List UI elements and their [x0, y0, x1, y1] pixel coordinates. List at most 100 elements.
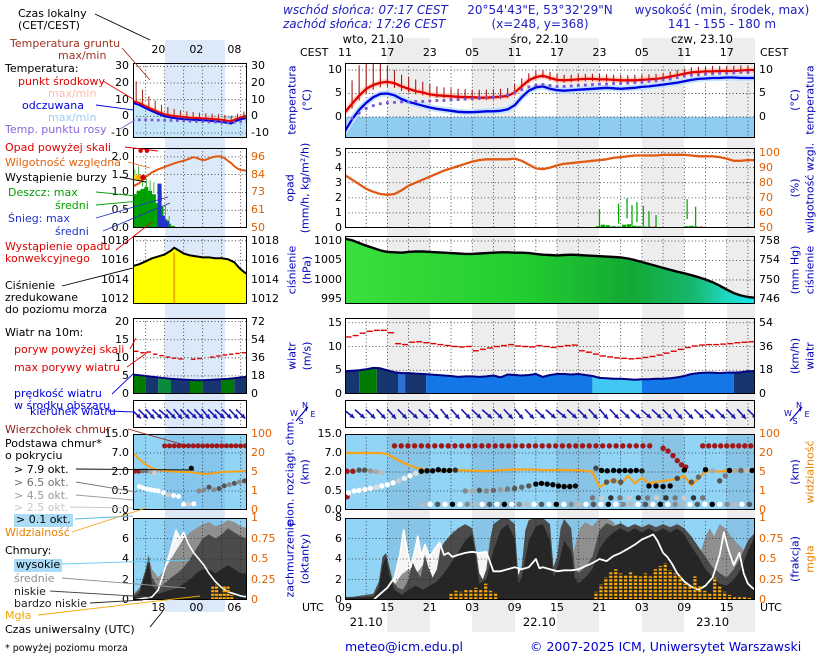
axis-tick-label: 10 [251, 92, 265, 106]
date-label: 22.10 [522, 615, 556, 629]
axis-title: wiatr [803, 342, 817, 370]
day-label: wto, 21.10 [342, 32, 404, 46]
legend-burza: Wystąpienie burzy [5, 171, 107, 184]
svg-text:W: W [784, 409, 792, 418]
axis-tick-label: 1012 [251, 292, 279, 306]
legend-cisnienie2: zredukowane [5, 291, 78, 304]
legend-cisnienie3: do poziomu morza [5, 303, 108, 316]
axis-tick-label: 8 [335, 511, 342, 524]
axis-tick-label: 2.0 [111, 149, 130, 163]
axis-tick-label: 20 [251, 446, 265, 459]
utc-mini-hour-tick: 06 [227, 601, 242, 614]
legend-wilgotnosc: Wilgotność względna [5, 156, 122, 169]
legend-maxmin-lblue: max/min [48, 111, 97, 124]
legend-snieg-sredni: średni [55, 225, 89, 238]
axis-title: (mm/h, kg/m²/h) [298, 142, 312, 234]
axis-tick-label: 0.75 [759, 531, 784, 545]
legend-wysokie: wysokie [14, 558, 63, 572]
axis-title: (m/s) [300, 341, 314, 371]
axis-tick-label: 1 [759, 511, 766, 524]
axis-tick-label: 0.0 [324, 503, 343, 516]
axis-tick-label: 1014 [101, 272, 129, 286]
legend-niskie: niskie [14, 585, 46, 598]
axis-title: (%) [788, 178, 802, 198]
axis-title: ciśnienie [285, 245, 299, 295]
axis-title: pion. rozciągł. chm. [283, 418, 297, 526]
axis-tick-label: 10 [759, 63, 773, 77]
axis-title: (°C) [300, 89, 314, 111]
axis-tick-label: 50 [251, 221, 265, 234]
axis-tick-label: 80 [759, 175, 773, 189]
utc-label-right: UTC [760, 601, 782, 614]
legend-czas-lokalny2: (CET/CEST) [18, 19, 80, 32]
axis-tick-label: 20 [759, 446, 773, 459]
legend-srednie: średnie [14, 572, 55, 585]
axis-tick-label: 1016 [101, 253, 129, 267]
cest-hour-tick: 17 [380, 46, 395, 59]
axis-tick-label: 0 [335, 593, 342, 606]
axis-tick-label: 0 [335, 387, 342, 400]
legend-czas-utc: Czas uniwersalny (UTC) [5, 623, 135, 636]
legend-wiatr10: Wiatr na 10m: [5, 326, 84, 339]
axis-tick-label: 70 [759, 190, 773, 204]
axis-tick-label: 2.0 [111, 465, 130, 478]
axis-title: (hPa) [300, 255, 314, 285]
axis-tick-label: 5 [335, 86, 342, 100]
axis-tick-label: 73 [251, 185, 265, 199]
legend-opad-powyzej: Opad powyżej skali [5, 141, 111, 154]
axis-tick-label: 758 [759, 234, 780, 248]
axis-tick-label: 1018 [251, 233, 279, 247]
axis-tick-label: 96 [251, 149, 265, 163]
utc-hour-tick: 03 [465, 601, 480, 614]
legend-temp-gruntu2: max/min [58, 49, 107, 62]
legend-maxmin-pink: max/min [48, 87, 97, 100]
axis-tick-label: 4 [335, 160, 342, 174]
legend-chmury: Chmury: [5, 544, 52, 557]
axis-tick-label: 0.5 [111, 203, 130, 217]
main-cloud-layers-chart [345, 434, 755, 510]
utc-hour-tick: 15 [719, 601, 734, 614]
axis-tick-label: 6 [335, 531, 342, 545]
svg-text:E: E [310, 410, 315, 419]
axis-tick-label: 36 [251, 350, 265, 364]
axis-title: mgła [803, 545, 817, 573]
utc-hour-tick: 15 [380, 601, 395, 614]
cest-hour-tick: 11 [338, 46, 352, 59]
main-precipitation-humidity-chart [345, 148, 755, 228]
axis-tick-label: 100 [251, 427, 272, 440]
axis-tick-label: 995 [321, 292, 342, 306]
axis-title: temperatura [803, 65, 817, 135]
axis-title: wilgotność wzgl. [803, 142, 817, 234]
mini-cloud-layers-chart [133, 434, 247, 510]
axis-tick-label: 5 [759, 86, 766, 100]
axis-tick-label: 1 [251, 511, 258, 524]
contact-email-link[interactable]: meteo@icm.edu.pl [345, 639, 464, 654]
utc-hour-tick: 21 [422, 601, 437, 614]
axis-tick-label: 0 [335, 109, 342, 123]
axis-tick-label: 20 [115, 314, 129, 328]
utc-mini-hour-tick: 18 [151, 601, 166, 614]
axis-title: wiatr [285, 342, 299, 370]
axis-tick-label: 0.75 [251, 531, 276, 545]
legend-okt25: > 2.5 okt. [14, 501, 69, 514]
axis-tick-label: 1014 [251, 272, 279, 286]
cest-hour-tick: 17 [719, 46, 734, 59]
axis-tick-label: 1016 [251, 253, 279, 267]
axis-tick-label: 10 [328, 339, 342, 353]
cest-label-right: CEST [760, 46, 789, 59]
svg-text:S: S [792, 417, 797, 426]
axis-tick-label: 4 [335, 552, 342, 565]
grid-xy: (x=248, y=368) [491, 17, 589, 31]
sunset-time: zachód słońca: 17:26 CEST [283, 17, 446, 31]
legend-okt79: > 7.9 okt. [14, 463, 69, 476]
axis-tick-label: -10 [111, 125, 129, 139]
local-hour-tick: 08 [227, 43, 242, 56]
axis-tick-label: 0 [251, 503, 258, 516]
axis-tick-label: 15 [115, 332, 129, 346]
axis-tick-label: 5 [335, 363, 342, 377]
axis-tick-label: 5 [251, 465, 258, 478]
axis-tick-label: 100 [759, 427, 780, 440]
svg-text:W: W [290, 409, 298, 418]
axis-tick-label: 1 [251, 484, 258, 497]
